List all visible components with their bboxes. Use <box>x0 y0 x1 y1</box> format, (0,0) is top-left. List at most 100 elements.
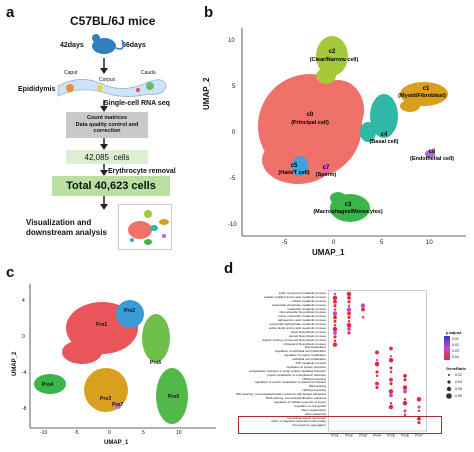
umap-c-ytick: -4 <box>22 370 27 376</box>
pro3-label: Pro3 <box>100 396 112 402</box>
dotplot-dot <box>402 400 408 406</box>
dotplot-row-label: steroid biosynthetic process <box>288 334 326 338</box>
pro5-label: Pro5 <box>168 394 180 400</box>
dotplot-dot <box>347 320 351 323</box>
dotplot-dot <box>417 405 421 409</box>
dotplot-row-label: regulation of cellular response to stres… <box>273 400 326 404</box>
matrix-box: Count matrices Data quality control and … <box>66 112 148 138</box>
dotplot-dot <box>347 315 351 319</box>
umap-b-xtick: 5 <box>380 240 384 246</box>
dotplot-column-label: Pro2 <box>345 434 352 438</box>
dotplot-dot <box>417 421 421 425</box>
cluster-c7-label: c7 <box>323 165 330 171</box>
legend-color-title: p.adjust <box>446 330 462 335</box>
dotplot-row-label: microtubule-based movement <box>286 416 326 420</box>
scrnaseq-label: Single-cell RNA seq <box>104 100 170 107</box>
dotplot-dot <box>388 358 394 363</box>
dotplot-row-label: nucleoside phosphate metabolic process <box>271 303 326 307</box>
umap-b-ytick: 0 <box>232 130 236 136</box>
dotplot-dot <box>332 311 338 316</box>
visualization-label: Visualization and downstream analysis <box>26 218 107 238</box>
dotplot-row-label: protein localization to endoplasmic reti… <box>267 373 326 377</box>
dotplot-dot <box>333 335 337 339</box>
dotplot-dot <box>346 307 352 312</box>
umap-c-xtick: -10 <box>40 430 48 436</box>
pro5-points <box>156 368 188 424</box>
cells-box: 42,085 cells <box>66 150 148 164</box>
legend-color-ticks: 0.01 0.02 0.03 0.04 <box>452 336 459 360</box>
caput-label: Caput <box>64 70 78 76</box>
dotplot-dot <box>333 292 337 296</box>
matrix-line1: Count matrices <box>86 115 128 122</box>
dotplot-dot <box>403 398 407 401</box>
cells-count: 42,085 <box>84 152 109 162</box>
pro6-points <box>142 314 170 362</box>
dotplot-row-label: cholesterol biosynthetic process <box>283 342 326 346</box>
dotplot-dot <box>375 359 379 362</box>
dotplot-dot <box>361 307 365 312</box>
legend-size-tick: 0.04 <box>455 380 462 384</box>
dotplot-column-label: Pro4 <box>373 434 380 438</box>
dotplot-row-label: regulation of cell growth <box>294 404 326 408</box>
dotplot-dot <box>388 389 394 394</box>
dotplot-column-label: Pro1 <box>331 434 338 438</box>
cluster-c6-points <box>425 150 435 158</box>
dotplot-row-label: lipid localization <box>304 346 326 350</box>
umap-c-plot <box>29 284 216 429</box>
dotplot-row-label: cilium organization <box>301 408 326 412</box>
legend-size-ticks: 0.02 0.04 0.06 0.08 <box>455 372 462 400</box>
dotplot-column-label: Pro6 <box>401 434 408 438</box>
dotplot-dot <box>333 308 337 311</box>
cluster-c0-desc: (Principal cell) <box>291 120 329 126</box>
umap-c-xtick: -5 <box>74 430 79 436</box>
dotplot-row-label: RNA splicing, via transesterification re… <box>266 397 326 401</box>
umap-b-ytick: -10 <box>228 222 237 228</box>
dotplot-dot <box>333 315 337 320</box>
cluster-c5-points <box>292 156 308 176</box>
pro3-points <box>84 368 128 412</box>
cluster-c3-points <box>330 192 370 222</box>
legend-size-tick: 0.08 <box>455 394 462 398</box>
dotplot-row-label: regulation of protein localization <box>283 354 326 358</box>
umap-b-xlabel: UMAP_1 <box>312 248 345 257</box>
dotplot-column-label: Pro5 <box>387 434 394 438</box>
dotplot-row-label: sterol biosynthetic process <box>290 330 326 334</box>
cluster-c1-desc: (Myoid/Fibroblast) <box>398 93 446 99</box>
dotplot-row-label: regulation of epithelial cell proliferat… <box>274 350 326 354</box>
umap-b-ytick: -5 <box>230 176 236 182</box>
cluster-c2-points <box>316 36 348 84</box>
dotplot-dot <box>375 374 379 378</box>
dotplot-row-label: RNA splicing, via transesterification re… <box>236 393 326 397</box>
pro7-label: Pro7 <box>112 402 124 408</box>
umap-c-xtick: 0 <box>108 430 111 436</box>
dotplot-row-label: mRNA processing <box>301 389 326 393</box>
cells-word: cells <box>113 152 130 162</box>
epididymis-label: Epididymis <box>18 86 56 93</box>
total-box: Total 40,623 cells <box>52 176 170 196</box>
dotplot-dot <box>333 323 337 327</box>
cluster-c6-desc: (Endothelial cell) <box>410 156 454 162</box>
cluster-c2-desc: (Clear/Narrow cell) <box>310 57 359 63</box>
umap-b-xtick: -5 <box>282 240 288 246</box>
legend-color-tick: 0.01 <box>452 337 459 341</box>
dotplot-dot <box>389 401 393 405</box>
epididymis-diagram <box>57 79 167 97</box>
dotplot-dot <box>403 378 407 382</box>
cluster-c7-points <box>322 164 330 172</box>
panel-label-d: d <box>224 260 234 277</box>
dotplot-row-label: regulation of protein secretion <box>286 365 326 369</box>
age-right-label: 56days <box>122 42 146 49</box>
cluster-c5-label: c5 <box>291 163 298 169</box>
dotplot-column-label: Pro7 <box>415 434 422 438</box>
matrix-line3: correction <box>93 128 121 135</box>
dotplot-dot <box>389 355 393 358</box>
dotplot-row-labels: sulfur compound metabolic process cellula… <box>236 292 326 428</box>
dotplot-dot <box>402 385 408 390</box>
cluster-c1-label: c1 <box>423 86 430 92</box>
cluster-c7-desc: (Sperm) <box>316 172 337 178</box>
umap-b-ytick: 5 <box>232 84 236 90</box>
umap-c-ytick: 0 <box>22 334 25 340</box>
dotplot-row-label: ATP metabolic process <box>295 362 326 366</box>
dotplot-dot <box>332 326 338 332</box>
legend-color-tick: 0.04 <box>452 355 459 359</box>
